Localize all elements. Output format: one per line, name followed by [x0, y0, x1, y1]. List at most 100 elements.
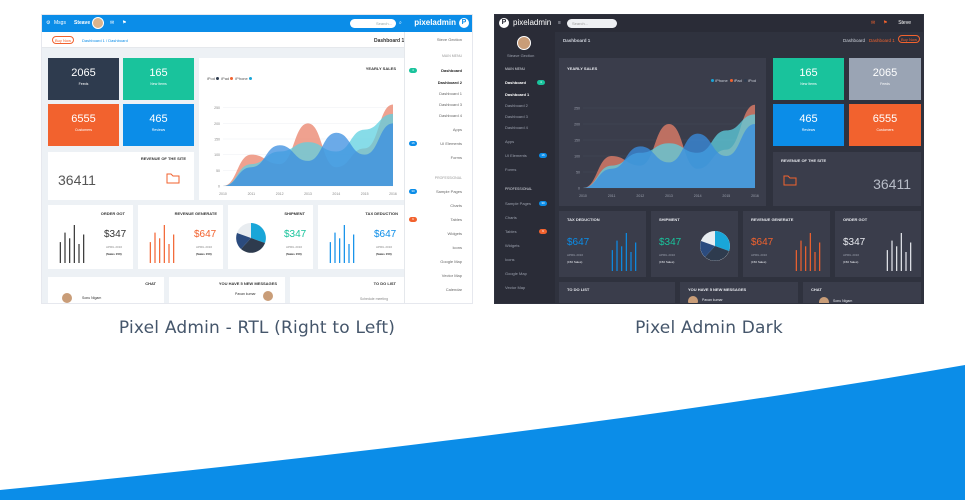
- message-sender[interactable]: Pavan kumar: [702, 298, 723, 302]
- mini-bar: [73, 225, 75, 263]
- sidebar-subitem[interactable]: Dashboard 1: [505, 92, 530, 97]
- mini-bar: [905, 252, 907, 271]
- sidebar-item-ui-elements[interactable]: UI Elements: [505, 153, 527, 158]
- breadcrumb[interactable]: Dashboard 1 / Dashboard: [82, 38, 128, 43]
- dark-screenshot[interactable]: P pixeladmin ≡ Search... ✉ ⚑ Steve Steav…: [494, 14, 924, 304]
- sidebar-item-sample-pages[interactable]: Sample Pages: [435, 189, 462, 194]
- stat-value: 165: [149, 67, 168, 79]
- mini-date: APRIL 2016: [286, 245, 303, 249]
- pie-slice: [715, 231, 730, 251]
- sidebar-subitem[interactable]: Dashboard 1: [439, 91, 462, 96]
- chat-user-name[interactable]: Sonu Nigam: [833, 299, 853, 303]
- mini-card: TAX DEDUCTION $647 APRIL 2016 (Sales 150…: [318, 205, 404, 269]
- sidebar-item-widgets[interactable]: Widgets: [447, 231, 462, 236]
- avatar[interactable]: [92, 17, 104, 29]
- rtl-topbar: ⚙ Msgs Steave ✉ ⚑ Search... ⌕ pixeladmin…: [42, 15, 472, 32]
- rtl-screenshot[interactable]: ⚙ Msgs Steave ✉ ⚑ Search... ⌕ pixeladmin…: [41, 14, 473, 304]
- breadcrumb-home[interactable]: Dashboard: [843, 38, 866, 43]
- sidebar-subitem[interactable]: Dashboard 4: [505, 125, 528, 130]
- sidebar-item-forms[interactable]: Forms: [505, 167, 517, 172]
- mini-bar: [819, 242, 821, 271]
- menu-icon[interactable]: ≡: [558, 20, 561, 26]
- search-icon[interactable]: ⌕: [399, 20, 402, 26]
- message-sender[interactable]: Pavan kumar: [235, 292, 256, 296]
- mini-title: SHIPMENT: [659, 217, 680, 222]
- mini-bar: [334, 232, 336, 263]
- pie-slice: [236, 233, 251, 249]
- mini-bar: [625, 233, 627, 271]
- sidebar-item-google-map[interactable]: Google Map: [505, 271, 527, 276]
- sidebar-item-tables[interactable]: Tables: [450, 217, 462, 222]
- sidebar-item-calendar[interactable]: Calendar: [445, 287, 462, 292]
- sidebar-item-charts[interactable]: Charts: [450, 203, 462, 208]
- sidebar-item-widgets[interactable]: Widgets: [505, 243, 520, 248]
- buy-now-button[interactable]: Buy Now: [52, 36, 74, 44]
- settings-icon[interactable]: ⚙: [46, 20, 51, 26]
- todo-title: TO DO LIST: [567, 287, 590, 292]
- dark-user-name[interactable]: Steve: [898, 20, 911, 26]
- stat-tile[interactable]: 165 New Items: [123, 58, 194, 100]
- sidebar-subitem[interactable]: Dashboard 3: [439, 102, 462, 107]
- y-tick-label: 50: [216, 169, 220, 173]
- mini-pie-chart: [236, 223, 266, 253]
- sidebar-item-charts[interactable]: Charts: [505, 215, 517, 220]
- breadcrumb-current[interactable]: Dashboard 1: [869, 38, 895, 43]
- mini-bar: [900, 233, 902, 271]
- mail-icon[interactable]: ✉: [871, 20, 876, 26]
- mini-value: $347: [284, 229, 307, 240]
- sidebar-item-vector-map[interactable]: Vector Map: [505, 285, 526, 290]
- sidebar-subitem[interactable]: Dashboard 4: [439, 113, 462, 118]
- todo-item[interactable]: Schedule meeting: [360, 297, 389, 301]
- sidebar-subitem[interactable]: Dashboard 2: [505, 103, 528, 108]
- sidebar-item-icons[interactable]: Icons: [505, 257, 515, 262]
- stat-tile[interactable]: 465 Reviews: [123, 104, 194, 146]
- buy-now-button[interactable]: Buy Now: [898, 35, 920, 43]
- mini-bar: [353, 234, 355, 263]
- sidebar-subitem[interactable]: Dashboard 3: [505, 114, 528, 119]
- sidebar-subitem[interactable]: Dashboard 2: [437, 80, 462, 85]
- sidebar-user[interactable]: Steave Gection: [507, 53, 535, 58]
- sidebar-item-tables[interactable]: Tables: [505, 229, 517, 234]
- stat-tile[interactable]: 165 New Items: [773, 58, 844, 100]
- sidebar-item-ui-elements[interactable]: UI Elements: [440, 141, 462, 146]
- avatar[interactable]: [819, 297, 829, 303]
- mail-icon[interactable]: ✉: [110, 20, 115, 26]
- rtl-user-name[interactable]: Steave: [74, 20, 91, 26]
- sidebar-item-apps[interactable]: Apps: [505, 139, 515, 144]
- y-tick-label: 100: [214, 153, 220, 157]
- stat-tile[interactable]: 465 Reviews: [773, 104, 844, 146]
- sidebar-heading-main: MAIN MENU: [441, 54, 462, 58]
- todo-card: TO DO LIST: [559, 282, 675, 303]
- sidebar-user[interactable]: Steve Gection: [436, 37, 462, 42]
- legend-label: iPhone: [715, 78, 728, 83]
- mini-date: APRIL 2016: [659, 253, 676, 257]
- search-input[interactable]: Search...: [567, 19, 617, 28]
- avatar[interactable]: [263, 291, 273, 301]
- avatar[interactable]: [62, 293, 72, 303]
- chat-user-name[interactable]: Sonu Nigam: [82, 296, 102, 300]
- avatar[interactable]: [688, 296, 698, 303]
- mini-bar-chart: [149, 225, 175, 263]
- sidebar-item-google-map[interactable]: Google Map: [440, 259, 462, 264]
- stat-tile[interactable]: 6555 Customers: [48, 104, 119, 146]
- rtl-msgs-label[interactable]: Msgs: [54, 20, 66, 26]
- stat-tile[interactable]: 2065 Feeds: [849, 58, 921, 100]
- sidebar-item-apps[interactable]: Apps: [452, 127, 462, 132]
- mini-bar: [886, 250, 888, 271]
- bell-icon[interactable]: ⚑: [122, 20, 127, 26]
- stat-tile[interactable]: 6555 Customers: [849, 104, 921, 146]
- sidebar-heading-main: MAIN MENU: [505, 67, 526, 71]
- sidebar-item-dashboard[interactable]: Dashboard: [441, 68, 462, 73]
- sidebar-item-dashboard[interactable]: Dashboard: [505, 80, 526, 85]
- avatar[interactable]: [517, 36, 531, 50]
- sidebar-item-icons[interactable]: Icons: [452, 245, 462, 250]
- mini-bar: [69, 238, 71, 263]
- bell-icon[interactable]: ⚑: [883, 20, 888, 26]
- search-input[interactable]: Search...: [350, 19, 396, 28]
- sidebar-item-sample-pages[interactable]: Sample Pages: [505, 201, 532, 206]
- sidebar-item-forms[interactable]: Forms: [450, 155, 462, 160]
- sidebar-item-vector-map[interactable]: Vector Map: [441, 273, 462, 278]
- mini-sales: (Sales 150): [376, 252, 392, 256]
- stat-tile[interactable]: 2065 Feeds: [48, 58, 119, 100]
